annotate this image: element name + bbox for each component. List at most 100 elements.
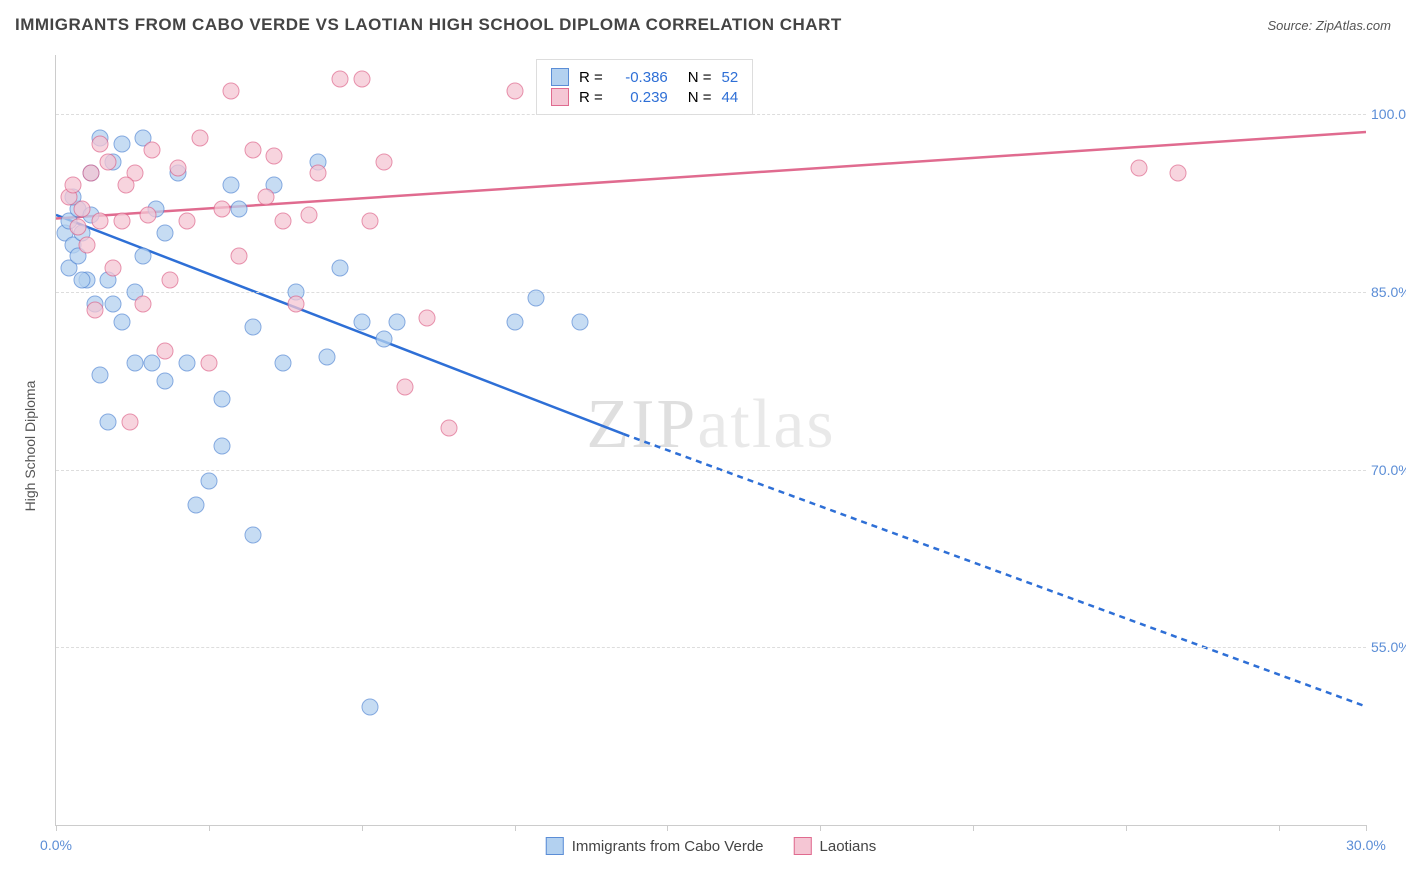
x-tick-label: 0.0% xyxy=(40,837,72,853)
data-point-cabo xyxy=(144,355,161,372)
data-point-lao xyxy=(157,343,174,360)
data-point-lao xyxy=(1170,165,1187,182)
data-point-cabo xyxy=(318,349,335,366)
x-tick-mark xyxy=(1279,825,1280,831)
data-point-lao xyxy=(144,141,161,158)
data-point-lao xyxy=(222,82,239,99)
data-point-cabo xyxy=(331,260,348,277)
data-point-cabo xyxy=(222,177,239,194)
x-tick-mark xyxy=(209,825,210,831)
data-point-lao xyxy=(213,201,230,218)
y-tick-label: 55.0% xyxy=(1371,639,1406,655)
data-point-lao xyxy=(161,272,178,289)
data-point-lao xyxy=(113,212,130,229)
y-tick-label: 100.0% xyxy=(1371,106,1406,122)
data-point-cabo xyxy=(74,272,91,289)
stats-row-lao: R = 0.239 N = 44 xyxy=(551,88,738,106)
data-point-cabo xyxy=(213,437,230,454)
gridline xyxy=(56,292,1366,293)
data-point-cabo xyxy=(100,414,117,431)
data-point-cabo xyxy=(528,289,545,306)
gridline xyxy=(56,470,1366,471)
x-tick-mark xyxy=(820,825,821,831)
data-point-lao xyxy=(257,189,274,206)
legend-item-lao: Laotians xyxy=(794,837,877,855)
data-point-lao xyxy=(375,153,392,170)
data-point-cabo xyxy=(200,473,217,490)
data-point-lao xyxy=(1130,159,1147,176)
data-point-cabo xyxy=(135,248,152,265)
data-point-lao xyxy=(353,70,370,87)
data-point-lao xyxy=(362,212,379,229)
data-point-lao xyxy=(301,206,318,223)
stats-legend: R = -0.386 N = 52 R = 0.239 N = 44 xyxy=(536,59,753,115)
gridline xyxy=(56,114,1366,115)
data-point-lao xyxy=(139,206,156,223)
x-tick-mark xyxy=(56,825,57,831)
data-point-cabo xyxy=(213,390,230,407)
y-axis-label: High School Diploma xyxy=(22,381,38,512)
data-point-cabo xyxy=(187,497,204,514)
data-point-lao xyxy=(192,129,209,146)
x-tick-mark xyxy=(362,825,363,831)
title-bar: IMMIGRANTS FROM CABO VERDE VS LAOTIAN HI… xyxy=(15,15,1391,35)
x-tick-mark xyxy=(1126,825,1127,831)
x-tick-mark xyxy=(515,825,516,831)
data-point-lao xyxy=(78,236,95,253)
data-point-lao xyxy=(441,420,458,437)
y-tick-label: 70.0% xyxy=(1371,462,1406,478)
data-point-cabo xyxy=(113,135,130,152)
data-point-cabo xyxy=(231,201,248,218)
data-point-lao xyxy=(100,153,117,170)
x-tick-mark xyxy=(1366,825,1367,831)
data-point-lao xyxy=(331,70,348,87)
gridline xyxy=(56,647,1366,648)
data-point-cabo xyxy=(353,313,370,330)
data-point-cabo xyxy=(104,295,121,312)
data-point-lao xyxy=(419,309,436,326)
swatch-lao xyxy=(551,88,569,106)
data-point-lao xyxy=(275,212,292,229)
data-point-cabo xyxy=(126,355,143,372)
stats-row-cabo: R = -0.386 N = 52 xyxy=(551,68,738,86)
n-value-lao: 44 xyxy=(722,89,739,106)
data-point-lao xyxy=(310,165,327,182)
data-point-cabo xyxy=(157,372,174,389)
data-point-lao xyxy=(179,212,196,229)
data-point-lao xyxy=(266,147,283,164)
watermark: ZIPatlas xyxy=(586,385,835,465)
data-point-lao xyxy=(122,414,139,431)
swatch-cabo xyxy=(551,68,569,86)
data-point-cabo xyxy=(362,698,379,715)
data-point-cabo xyxy=(157,224,174,241)
data-point-lao xyxy=(200,355,217,372)
r-value-cabo: -0.386 xyxy=(613,69,668,86)
data-point-lao xyxy=(74,201,91,218)
chart-title: IMMIGRANTS FROM CABO VERDE VS LAOTIAN HI… xyxy=(15,15,842,35)
scatter-plot: ZIPatlas R = -0.386 N = 52 R = 0.239 N =… xyxy=(55,55,1366,826)
data-point-lao xyxy=(135,295,152,312)
r-value-lao: 0.239 xyxy=(613,89,668,106)
data-point-lao xyxy=(288,295,305,312)
data-point-lao xyxy=(91,212,108,229)
data-point-cabo xyxy=(113,313,130,330)
y-tick-label: 85.0% xyxy=(1371,284,1406,300)
data-point-lao xyxy=(244,141,261,158)
data-point-cabo xyxy=(506,313,523,330)
data-point-cabo xyxy=(244,319,261,336)
series-legend: Immigrants from Cabo Verde Laotians xyxy=(546,837,876,855)
n-value-cabo: 52 xyxy=(722,69,739,86)
data-point-lao xyxy=(104,260,121,277)
data-point-lao xyxy=(82,165,99,182)
data-point-cabo xyxy=(275,355,292,372)
data-point-lao xyxy=(65,177,82,194)
data-point-cabo xyxy=(375,331,392,348)
legend-item-cabo: Immigrants from Cabo Verde xyxy=(546,837,764,855)
data-point-lao xyxy=(91,135,108,152)
data-point-lao xyxy=(87,301,104,318)
data-point-cabo xyxy=(572,313,589,330)
data-point-lao xyxy=(397,378,414,395)
data-point-lao xyxy=(231,248,248,265)
x-tick-mark xyxy=(973,825,974,831)
x-tick-mark xyxy=(667,825,668,831)
